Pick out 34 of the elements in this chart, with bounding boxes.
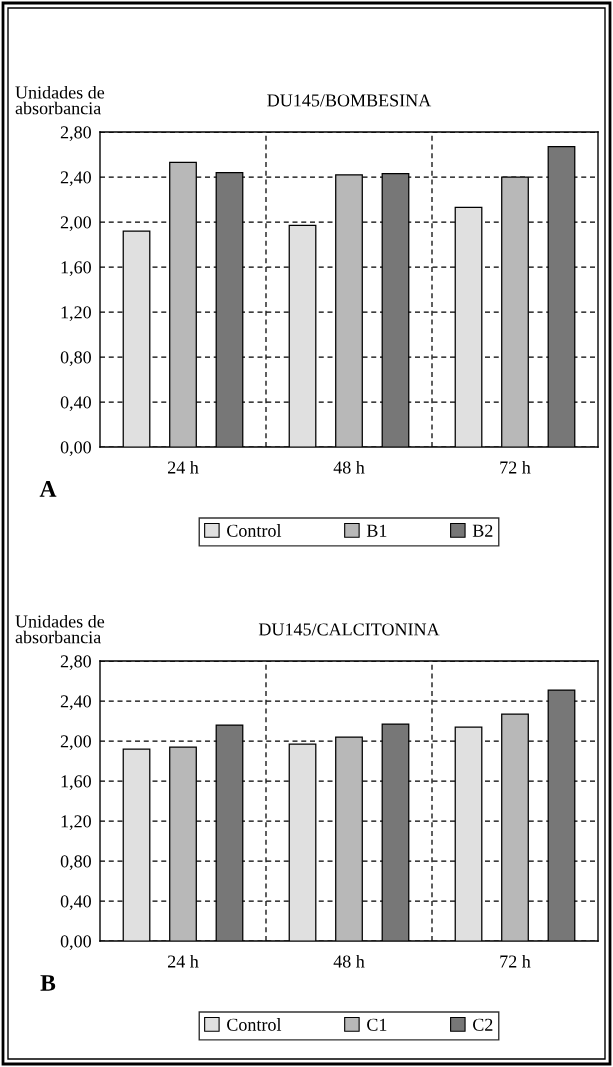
y-tick-label: 0,80 xyxy=(60,855,91,871)
y-tick-label: 1,20 xyxy=(61,815,91,831)
y-tick-label: 2,40 xyxy=(60,695,91,711)
y-axis-title: Unidades de absorbancia xyxy=(15,85,105,115)
y-tick-label: 2,40 xyxy=(60,171,91,187)
y-tick-label: 0,00 xyxy=(60,935,91,951)
x-tick-label: 72 h xyxy=(500,460,531,474)
y-tick-label: 0,80 xyxy=(60,351,91,367)
legend-label: B2 xyxy=(472,524,493,537)
x-tick-label: 48 h xyxy=(333,460,365,474)
y-tick-label: 0,00 xyxy=(60,441,91,457)
legend-label: B1 xyxy=(366,524,387,537)
y-tick-label: 2,80 xyxy=(60,126,91,142)
legend-label: C1 xyxy=(367,1018,387,1031)
legend-label: Control xyxy=(227,524,282,537)
y-tick-label: 1,20 xyxy=(61,306,91,322)
y-tick-label: 0,40 xyxy=(60,396,91,412)
y-tick-label: 2,00 xyxy=(60,216,91,232)
x-tick-label: 48 h xyxy=(333,954,365,968)
x-tick-label: 72 h xyxy=(500,954,531,968)
chart-title: DU145/CALCITONINA xyxy=(258,623,440,636)
text: A xyxy=(39,481,57,497)
text: B xyxy=(40,975,56,991)
y-tick-label: 2,00 xyxy=(60,735,91,751)
x-tick-label: 24 h xyxy=(167,460,199,474)
legend-label: C2 xyxy=(473,1018,493,1031)
y-tick-label: 0,40 xyxy=(60,895,91,911)
chart-title: DU145/BOMBESINA xyxy=(267,94,432,107)
legend-label: Control xyxy=(227,1018,282,1031)
y-tick-label: 1,60 xyxy=(61,261,91,277)
x-tick-label: 24 h xyxy=(167,954,199,968)
y-tick-label: 2,80 xyxy=(60,655,91,671)
y-tick-label: 1,60 xyxy=(61,775,91,791)
y-axis-title: Unidades de absorbancia xyxy=(15,614,105,644)
